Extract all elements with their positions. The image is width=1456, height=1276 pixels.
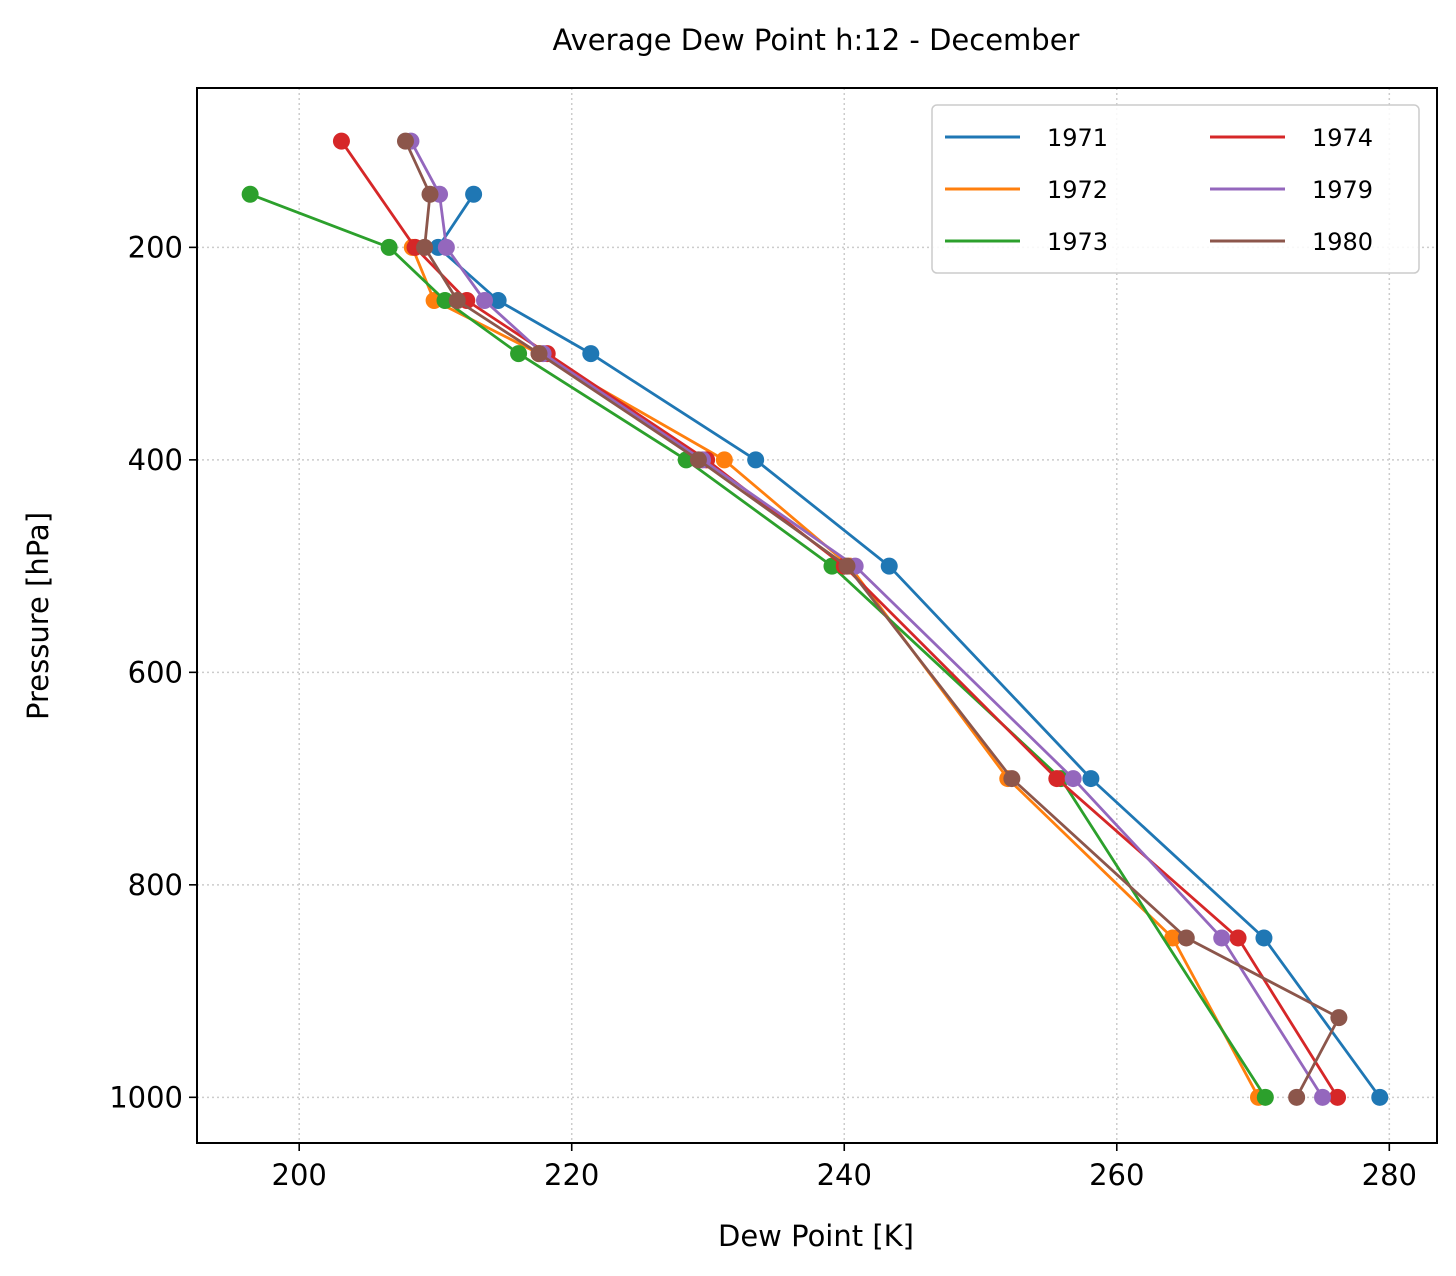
- series-line: [404, 140, 1341, 1098]
- data-point: [1256, 1088, 1274, 1106]
- legend-item: 1973: [945, 228, 1108, 256]
- legend: 1971 1972 1973 1974 1979 1980: [931, 104, 1420, 274]
- data-point: [689, 451, 707, 469]
- y-tick-label: 800: [128, 868, 183, 902]
- data-point: [437, 238, 455, 256]
- data-point: [1329, 1088, 1347, 1106]
- data-point: [1064, 770, 1082, 788]
- legend-item: 1979: [1210, 176, 1373, 204]
- legend-item: 1974: [1210, 124, 1373, 152]
- legend-label: 1979: [1312, 176, 1373, 204]
- y-tick-label: 600: [128, 655, 183, 689]
- data-point: [421, 185, 439, 203]
- y-tick-label: 1000: [109, 1080, 183, 1114]
- data-point: [436, 291, 454, 309]
- data-point: [747, 451, 765, 469]
- data-point: [1164, 929, 1182, 947]
- series-1980: [396, 132, 1348, 1106]
- data-point: [1003, 770, 1021, 788]
- axis-ticks: 200 220 240 260 280 200 400 600 800 1000: [109, 230, 1417, 1192]
- series-lines: [241, 132, 1389, 1106]
- data-point: [823, 557, 841, 575]
- y-axis-label: Pressure [hPa]: [21, 512, 55, 720]
- data-point: [582, 345, 600, 363]
- data-point: [1048, 770, 1066, 788]
- y-tick-label: 200: [128, 230, 183, 264]
- data-point: [1288, 1088, 1306, 1106]
- plot-frame: [196, 87, 1438, 1144]
- x-tick-label: 280: [1362, 1158, 1417, 1192]
- data-point: [416, 238, 434, 256]
- legend-label: 1974: [1312, 124, 1373, 152]
- data-point: [1177, 929, 1195, 947]
- chart-title: Average Dew Point h:12 - December: [553, 23, 1080, 57]
- legend-label: 1973: [1047, 228, 1108, 256]
- legend-label: 1980: [1312, 228, 1373, 256]
- data-point: [1082, 770, 1100, 788]
- series-1979: [402, 132, 1332, 1106]
- data-point: [332, 132, 350, 150]
- data-point: [1330, 1009, 1348, 1027]
- data-point: [241, 185, 259, 203]
- x-tick-label: 220: [544, 1158, 599, 1192]
- x-tick-label: 260: [1089, 1158, 1144, 1192]
- data-point: [838, 557, 856, 575]
- legend-item: 1980: [1210, 228, 1373, 256]
- series-line: [340, 140, 1339, 1099]
- series-line: [249, 192, 1267, 1099]
- legend-item: 1971: [945, 124, 1108, 152]
- data-point: [1371, 1088, 1389, 1106]
- y-tick-label: 400: [128, 443, 183, 477]
- x-tick-label: 200: [272, 1158, 327, 1192]
- x-axis-label: Dew Point [K]: [718, 1219, 914, 1253]
- series-line: [409, 140, 1324, 1099]
- data-point: [880, 557, 898, 575]
- legend-label: 1971: [1047, 124, 1108, 152]
- data-point: [1229, 929, 1247, 947]
- data-point: [1213, 929, 1231, 947]
- legend-label: 1972: [1047, 176, 1108, 204]
- data-point: [476, 291, 494, 309]
- data-point: [530, 345, 548, 363]
- data-point: [715, 451, 733, 469]
- series-1974: [332, 132, 1347, 1106]
- data-point: [1314, 1088, 1332, 1106]
- data-point: [510, 345, 528, 363]
- legend-item: 1972: [945, 176, 1108, 204]
- legend-box: [931, 104, 1420, 274]
- series-line: [411, 246, 1260, 1098]
- data-point: [396, 132, 414, 150]
- data-point: [465, 185, 483, 203]
- data-point: [380, 238, 398, 256]
- x-tick-label: 240: [817, 1158, 872, 1192]
- data-point: [1255, 929, 1273, 947]
- data-point: [489, 291, 507, 309]
- data-point: [448, 291, 466, 309]
- series-1973: [241, 185, 1274, 1106]
